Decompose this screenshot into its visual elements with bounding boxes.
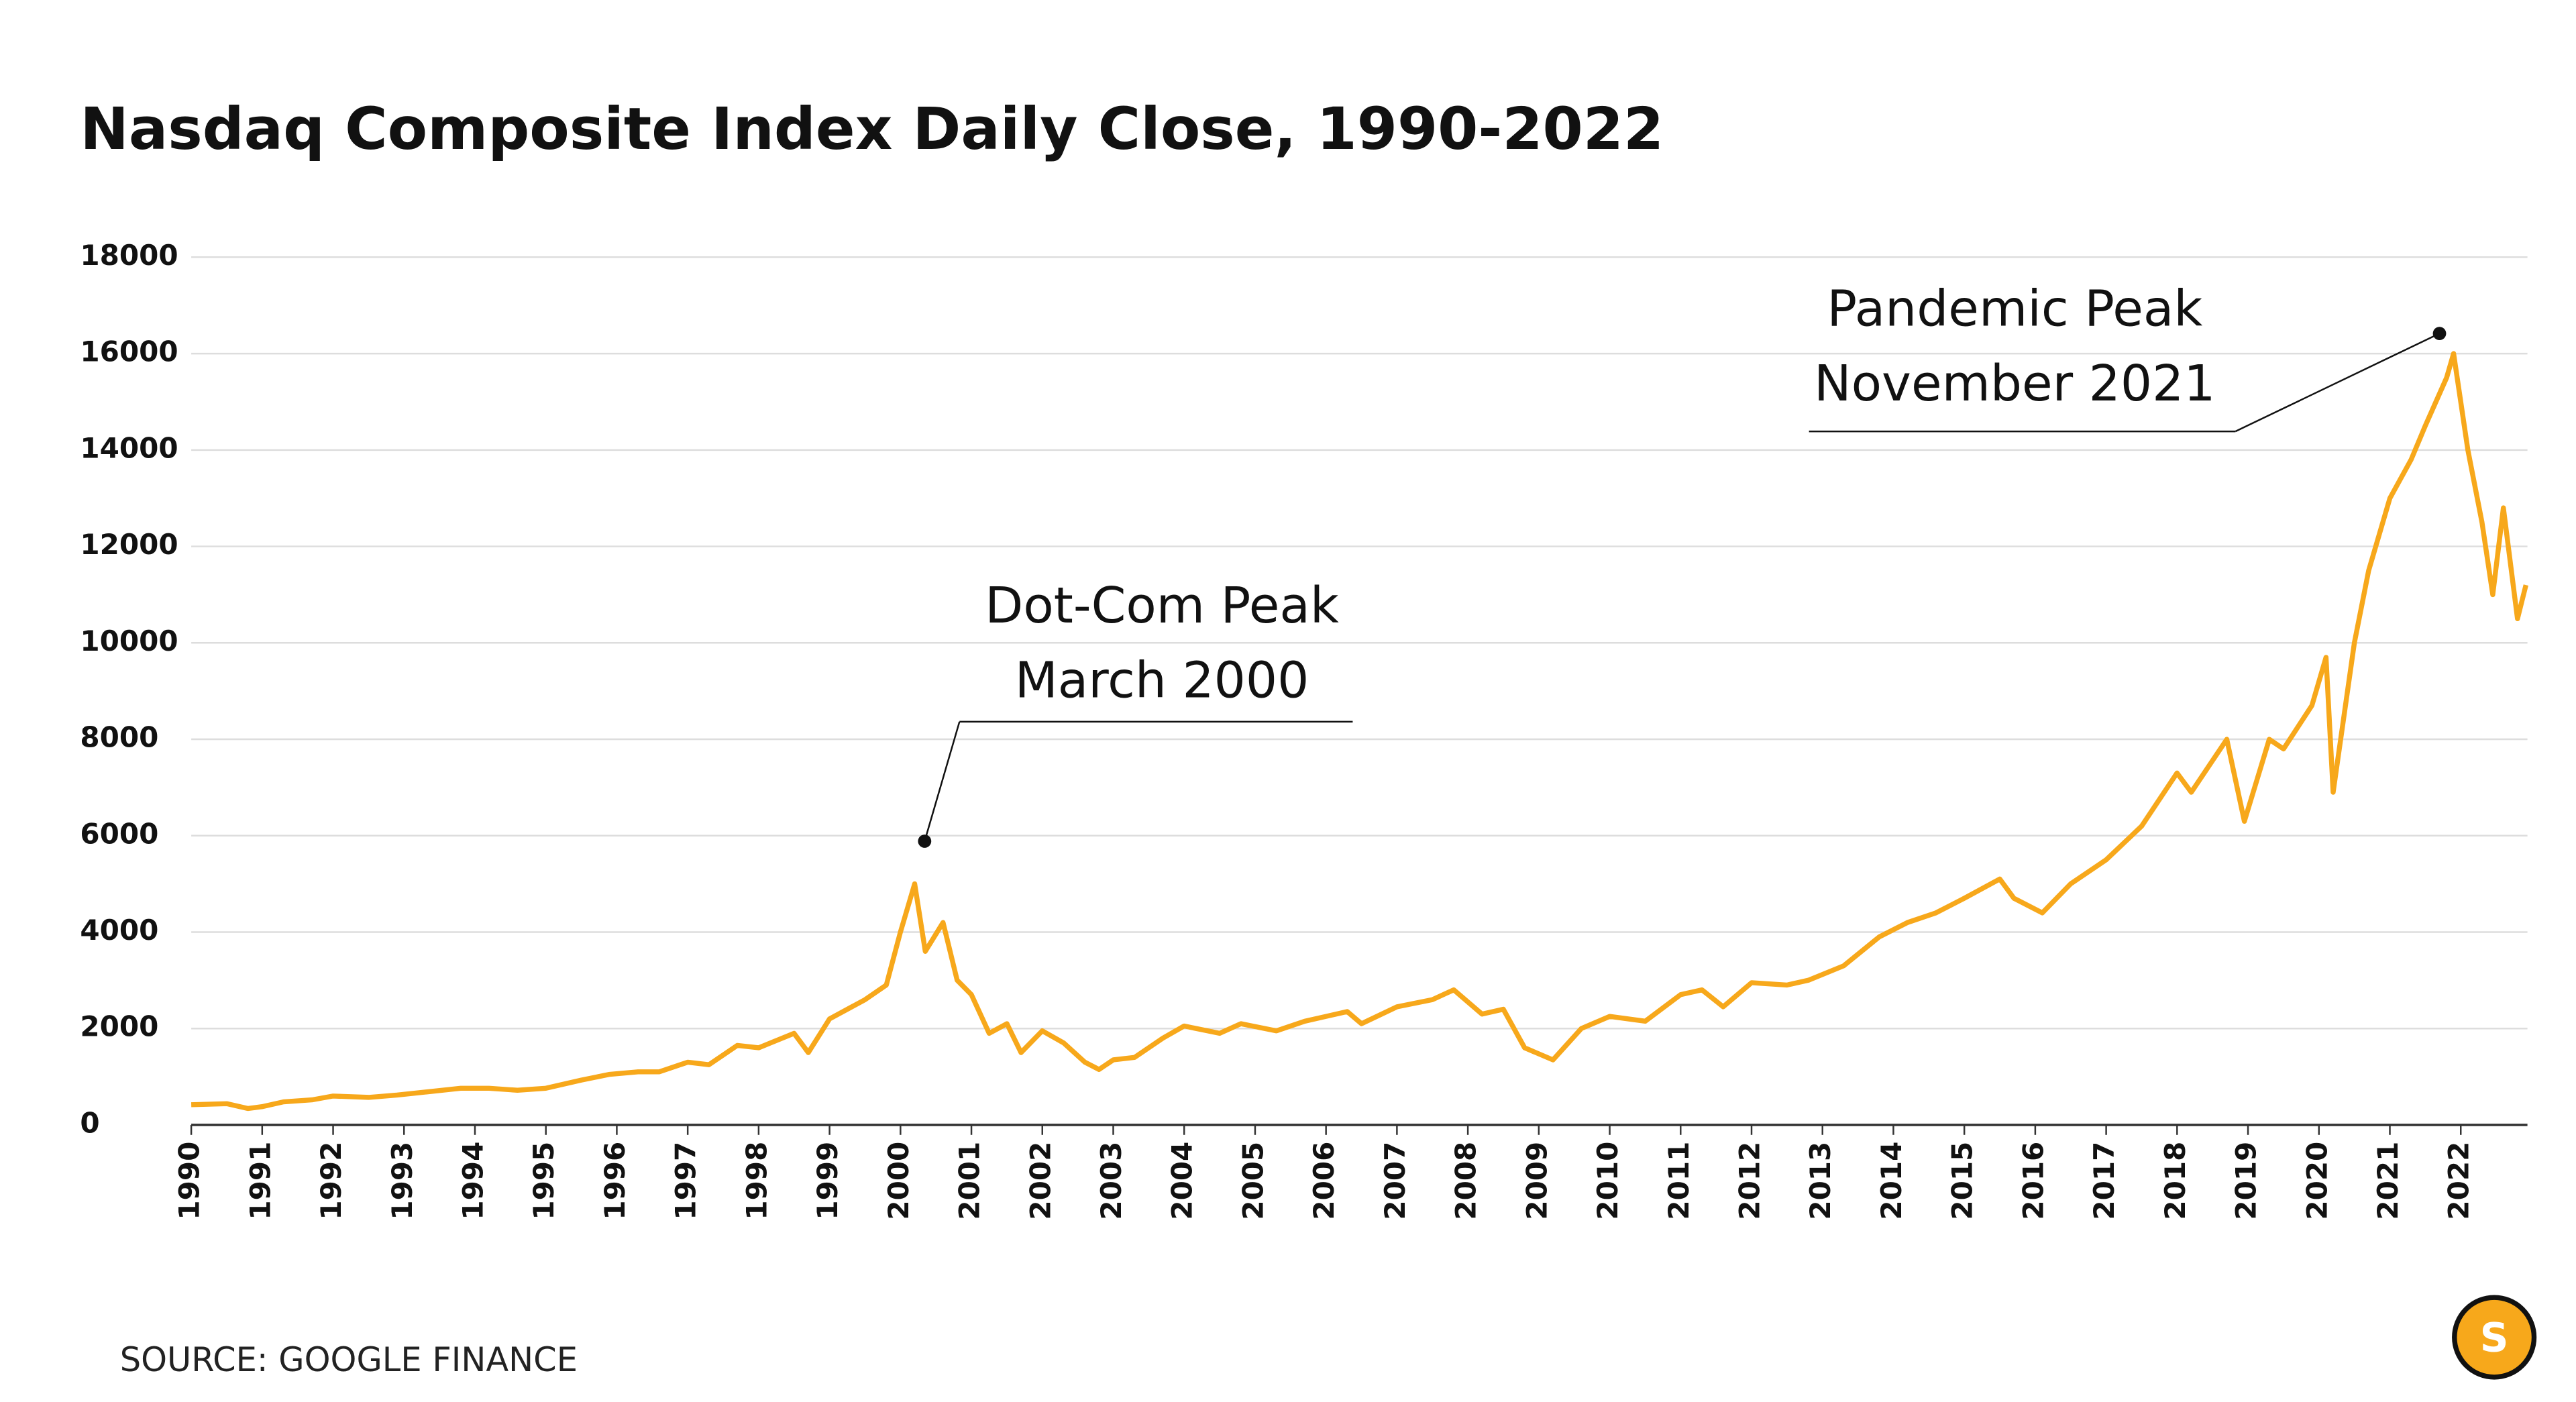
x-tick-label: 1992 — [315, 1142, 347, 1220]
annotation-leader — [924, 721, 961, 842]
annotation-dot — [2432, 327, 2447, 341]
line — [191, 351, 2528, 1112]
x-tick-label: 2014 — [1875, 1142, 1908, 1220]
x-tick-label: 1996 — [598, 1142, 631, 1220]
y-tick-label: 6000 — [80, 817, 158, 850]
annotation: November 2021 — [1814, 355, 2215, 413]
x-tick-label: 2010 — [1591, 1142, 1624, 1220]
y-tick-label: 4000 — [80, 914, 158, 947]
x-tick-label: 2011 — [1662, 1142, 1695, 1220]
annotation: Dot-Com Peak — [985, 577, 1339, 635]
x-tick-label: 1999 — [811, 1142, 844, 1220]
annotation: March 2000 — [1015, 652, 1309, 710]
x-tick-label: 2015 — [1946, 1142, 1979, 1220]
x-tick-label: 1997 — [669, 1142, 702, 1220]
x-tick-label: 2004 — [1166, 1142, 1199, 1220]
x-tick-label: 1998 — [740, 1142, 773, 1220]
x-tick-label: 2009 — [1520, 1142, 1553, 1220]
x-tick-label: 2018 — [2159, 1142, 2192, 1220]
x-tick-label: 2001 — [953, 1142, 986, 1220]
x-tick-label: 2021 — [2371, 1142, 2404, 1220]
annotation: Pandemic Peak — [1827, 280, 2202, 337]
annotation-dot — [918, 834, 932, 848]
y-tick-label: 0 — [80, 1106, 99, 1139]
x-tick-label: 2019 — [2230, 1142, 2263, 1220]
x-tick-label: 2022 — [2443, 1142, 2475, 1220]
x-tick-label: 1991 — [244, 1142, 276, 1220]
logo: S — [2480, 1315, 2509, 1361]
x-tick-label: 2000 — [882, 1142, 915, 1220]
x-tick-label: 2007 — [1379, 1142, 1411, 1220]
chart-title: Nasdaq Composite Index Daily Close, 1990… — [80, 96, 1664, 163]
annotation-leader — [2235, 333, 2440, 433]
logo-circle — [2452, 1295, 2537, 1380]
y-tick-label: 18000 — [80, 239, 178, 272]
x-tick-label: 2008 — [1450, 1142, 1483, 1220]
x-tick-label: 2020 — [2300, 1142, 2333, 1220]
y-tick-label: 12000 — [80, 528, 178, 561]
x-tick-label: 1990 — [173, 1142, 206, 1220]
x-tick-label: 2002 — [1024, 1142, 1057, 1220]
y-tick-label: 14000 — [80, 431, 178, 464]
y-tick-label: 8000 — [80, 721, 158, 754]
x-tick-label: 2003 — [1095, 1142, 1128, 1220]
x-tick-label: 1993 — [386, 1142, 419, 1220]
x-tick-label: 2016 — [2017, 1142, 2049, 1220]
x-tick-label: 2017 — [2088, 1142, 2121, 1220]
x-tick-label: 2005 — [1236, 1142, 1269, 1220]
x-tick-label: 2006 — [1307, 1142, 1340, 1220]
x-tick-label: 1995 — [527, 1142, 560, 1220]
y-tick-label: 10000 — [80, 625, 178, 657]
y-tick-label: 2000 — [80, 1010, 158, 1043]
x-tick-label: 1994 — [456, 1142, 489, 1220]
x-tick-label: 2013 — [1804, 1142, 1837, 1220]
y-tick-label: 16000 — [80, 335, 178, 368]
x-tick-label: 2012 — [1733, 1142, 1766, 1220]
source: SOURCE: GOOGLE FINANCE — [120, 1340, 578, 1379]
